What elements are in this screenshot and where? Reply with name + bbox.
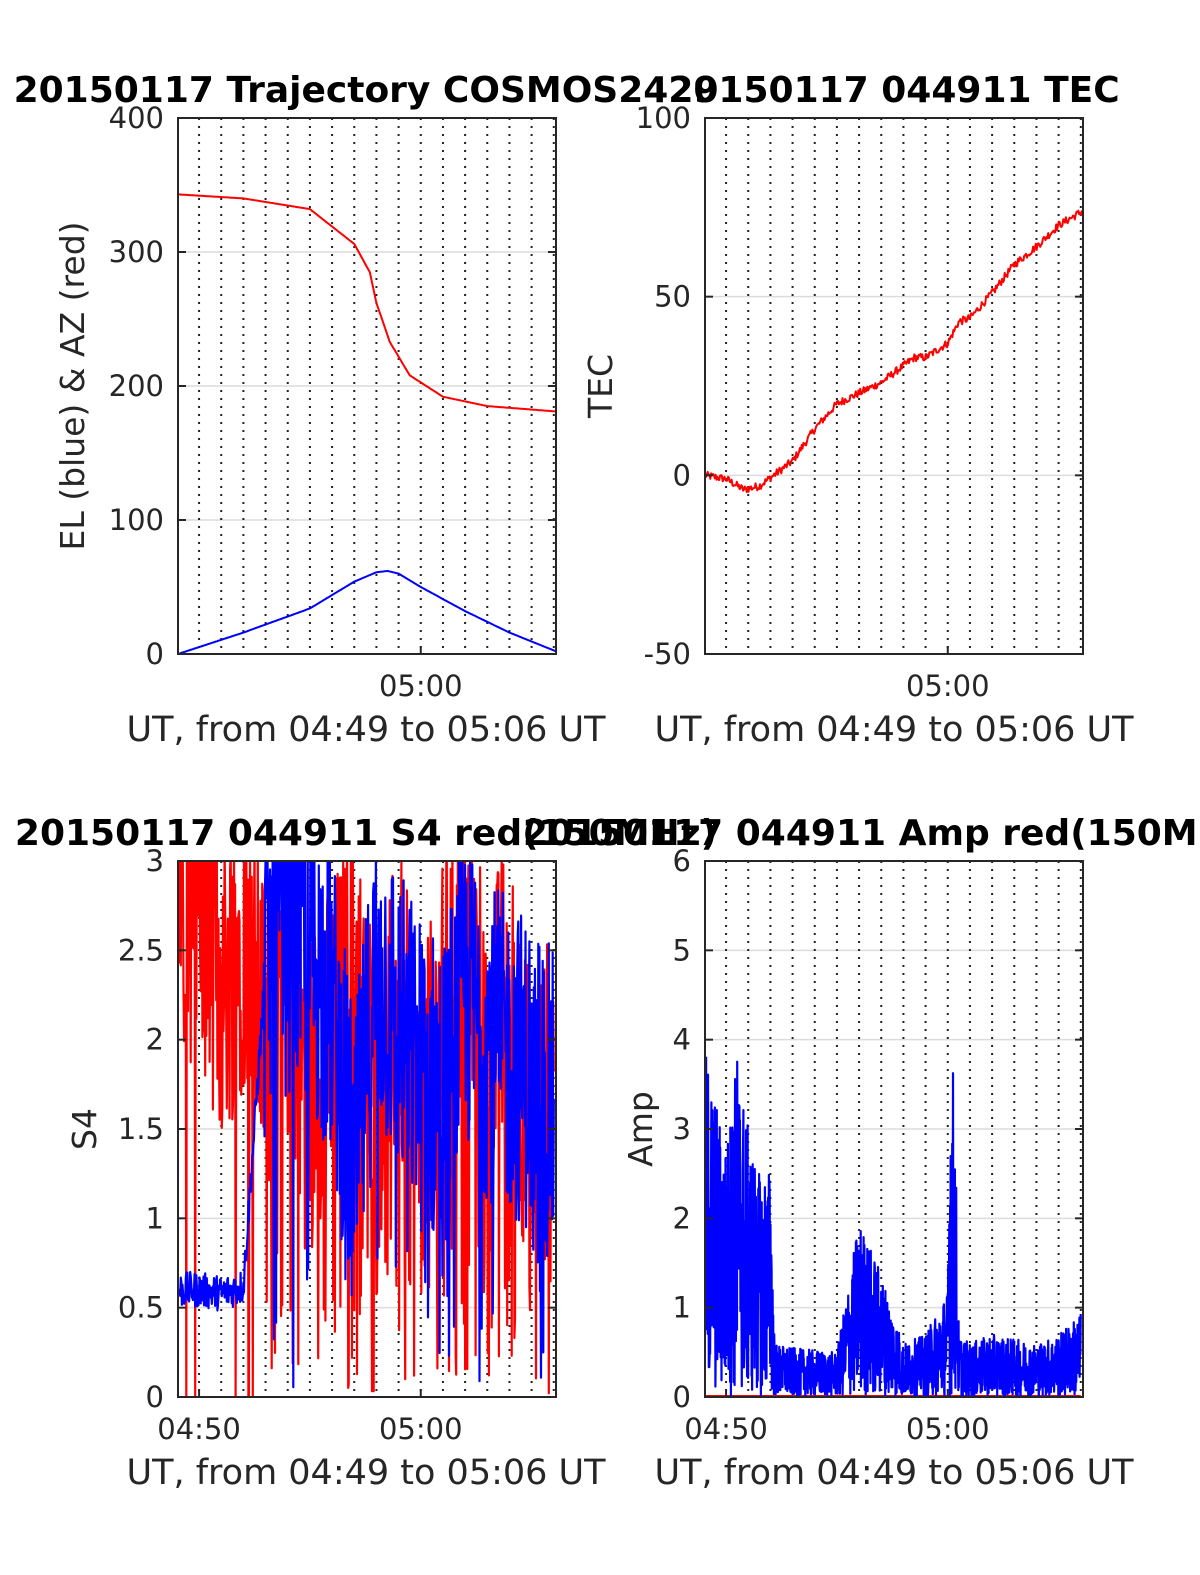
- tec-ytick-label-1: 0: [673, 458, 691, 492]
- tec-ytick-label-3: 100: [636, 101, 691, 135]
- amp-series-line-1: [705, 1056, 1082, 1397]
- amp-ytick-label-4: 4: [673, 1023, 691, 1057]
- trajectory-y-label: EL (blue) & AZ (red): [53, 221, 92, 550]
- tec-title: 20150117 044911 TEC: [668, 70, 1119, 111]
- trajectory-x-label: UT, from 04:49 to 05:06 UT: [126, 710, 606, 750]
- amp-x-label: UT, from 04:49 to 05:06 UT: [654, 1453, 1134, 1493]
- trajectory-series-line-0: [178, 193, 556, 413]
- s4-series-group: [178, 861, 555, 1397]
- amp-ytick-label-1: 1: [673, 1291, 691, 1325]
- s4-title: 20150117 044911 S4 red(150MHz): [15, 813, 717, 854]
- s4-x-label: UT, from 04:49 to 05:06 UT: [126, 1453, 606, 1493]
- s4-y-label: S4: [65, 1108, 104, 1150]
- s4-ytick-label-0: 0: [146, 1380, 164, 1414]
- tec-xtick-label-0: 05:00: [906, 669, 990, 703]
- tec-series-group: [705, 209, 1083, 493]
- tec-panel: -50 0 50 100 05:00 20150117 044911 TEC UT, f…: [581, 70, 1134, 750]
- amp-title: 20150117 044911 Amp red(150MHz): [523, 813, 1200, 854]
- trajectory-series-group: [178, 193, 556, 654]
- s4-ytick-label-3: 1.5: [118, 1112, 164, 1146]
- tec-series-line-0: [705, 209, 1083, 493]
- trajectory-ytick-label-2: 200: [109, 369, 164, 403]
- amp-xtick-label-0: 04:50: [684, 1412, 768, 1446]
- s4-series-line-1: [178, 861, 555, 1389]
- tec-axes-box: [704, 117, 1084, 655]
- trajectory-xtick-label-0: 05:00: [379, 669, 463, 703]
- amp-ytick-label-3: 3: [673, 1112, 691, 1146]
- amp-plot-area: 0 1 2 3 4 5 6 04:50 05:00: [673, 844, 1084, 1446]
- trajectory-plot-area: 0 100 200 300 400 05:00: [109, 101, 557, 703]
- s4-ytick-label-2: 1: [146, 1201, 164, 1235]
- s4-plot-area: 0 0.5 1 1.5 2 2.5 3 04:50 05:00: [118, 844, 557, 1446]
- amp-panel: 0 1 2 3 4 5 6 04:50 05:00 20150117 044911 Amp re…: [523, 813, 1200, 1493]
- tec-ytick-label-0: -50: [644, 637, 691, 671]
- tec-x-label: UT, from 04:49 to 05:06 UT: [654, 710, 1134, 750]
- amp-xtick-label-1: 05:00: [906, 1412, 990, 1446]
- trajectory-panel: 0 100 200 300 400 05:00 20150117 Trajectory C…: [14, 70, 719, 750]
- amp-ytick-label-5: 5: [673, 933, 691, 967]
- trajectory-ytick-label-3: 300: [109, 235, 164, 269]
- s4-panel: 0 0.5 1 1.5 2 2.5 3 04:50 05:00 20150117 044911 …: [15, 813, 717, 1493]
- amp-ytick-label-0: 0: [673, 1380, 691, 1414]
- trajectory-ytick-label-0: 0: [146, 637, 164, 671]
- s4-ytick-label-1: 0.5: [118, 1291, 164, 1325]
- s4-ytick-label-4: 2: [146, 1023, 164, 1057]
- tec-y-label: TEC: [581, 354, 620, 419]
- s4-ytick-label-5: 2.5: [118, 933, 164, 967]
- s4-xtick-label-1: 05:00: [379, 1412, 463, 1446]
- amp-y-label: Amp: [621, 1091, 660, 1167]
- s4-ytick-label-6: 3: [146, 844, 164, 878]
- trajectory-ytick-label-1: 100: [109, 503, 164, 537]
- amp-ytick-label-6: 6: [673, 844, 691, 878]
- amp-ytick-label-2: 2: [673, 1201, 691, 1235]
- trajectory-ytick-label-4: 400: [109, 101, 164, 135]
- trajectory-series-line-1: [178, 569, 556, 654]
- tec-ytick-label-2: 50: [654, 280, 691, 314]
- trajectory-title: 20150117 Trajectory COSMOS2429: [14, 70, 719, 111]
- s4-xtick-label-0: 04:50: [157, 1412, 241, 1446]
- tec-plot-area: -50 0 50 100 05:00: [636, 101, 1084, 703]
